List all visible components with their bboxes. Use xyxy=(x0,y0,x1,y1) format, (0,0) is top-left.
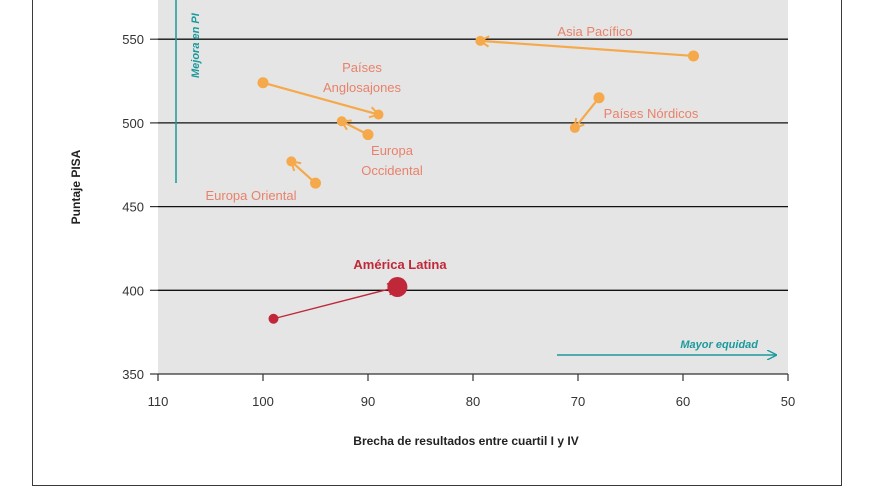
y-tick-label-450: 450 xyxy=(122,200,144,215)
trajectory-america-latina xyxy=(273,286,398,320)
x-tick-label-70: 70 xyxy=(571,394,585,409)
label-nordicos: Países Nórdicos xyxy=(604,106,699,121)
trajectory-asia-pacifico xyxy=(480,39,694,58)
y-axis-title: Puntaje PISA xyxy=(69,149,83,224)
point-start-america-latina xyxy=(268,313,279,324)
point-start-paises-anglosajones xyxy=(257,77,269,89)
series-europa-occidental xyxy=(336,116,374,141)
y-tick-label-500: 500 xyxy=(122,116,144,131)
improvement-label: Mejora en PI xyxy=(190,12,202,78)
trajectory-paises-nordicos xyxy=(573,97,600,129)
y-tick-label-550: 550 xyxy=(122,32,144,47)
x-axis-ticks: 110 100 90 80 70 60 50 xyxy=(148,374,795,409)
equity-label: Mayor equidad xyxy=(680,339,758,351)
point-start-paises-nordicos xyxy=(593,92,605,104)
series-paises-nordicos xyxy=(569,92,605,133)
x-tick-label-80: 80 xyxy=(466,394,480,409)
point-end-america-latina xyxy=(387,276,408,297)
x-tick-label-60: 60 xyxy=(676,394,690,409)
label-europa-occ-line1: Europa xyxy=(371,143,414,158)
point-end-paises-anglosajones xyxy=(373,109,384,120)
label-anglo-line2: Anglosajones xyxy=(323,80,402,95)
plot-area xyxy=(158,0,788,374)
series-paises-anglosajones xyxy=(257,77,384,120)
x-tick-label-100: 100 xyxy=(252,394,274,409)
point-end-asia-pacifico xyxy=(475,35,486,46)
series-group xyxy=(257,35,699,324)
series-america-latina xyxy=(268,276,408,324)
label-europa-oriental: Europa Oriental xyxy=(205,188,296,203)
x-tick-label-50: 50 xyxy=(781,394,795,409)
x-tick-label-110: 110 xyxy=(148,394,169,409)
y-axis-ticks: 350 400 450 500 550 xyxy=(122,32,158,382)
label-america-latina: América Latina xyxy=(353,257,447,272)
gridlines xyxy=(158,38,788,291)
point-start-europa-oriental xyxy=(310,177,321,189)
point-end-paises-nordicos xyxy=(569,122,580,133)
x-tick-label-90: 90 xyxy=(361,394,375,409)
y-tick-label-350: 350 xyxy=(122,367,144,382)
x-axis-title: Brecha de resultados entre cuartil I y I… xyxy=(353,434,578,448)
point-start-europa-occidental xyxy=(362,129,374,141)
point-start-asia-pacifico xyxy=(688,50,699,62)
series-asia-pacifico xyxy=(475,35,699,62)
y-tick-label-400: 400 xyxy=(122,283,144,298)
label-asia-pacifico: Asia Pacífico xyxy=(557,24,632,39)
series-europa-oriental xyxy=(286,156,321,189)
label-anglo-line1: Países xyxy=(342,60,382,75)
point-end-europa-oriental xyxy=(286,156,297,167)
trajectory-paises-anglosajones xyxy=(262,81,379,116)
point-end-europa-occidental xyxy=(336,116,347,127)
label-europa-occ-line2: Occidental xyxy=(361,163,423,178)
